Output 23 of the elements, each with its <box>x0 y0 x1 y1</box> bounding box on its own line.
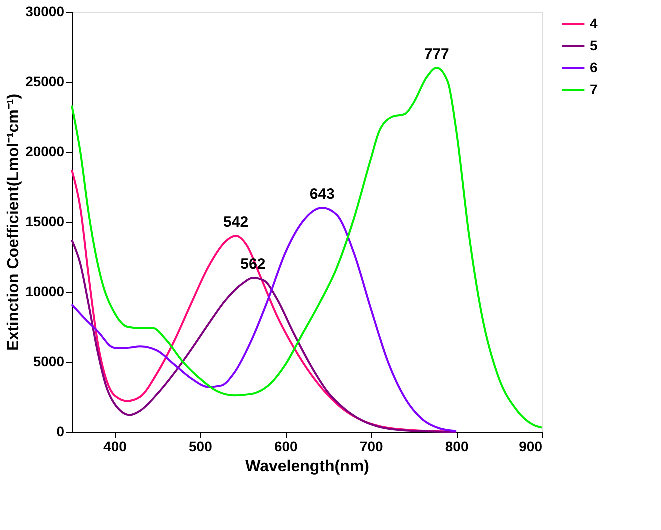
y-tick-label: 20000 <box>26 144 65 160</box>
annotation: 777 <box>424 46 450 63</box>
x-tick-label: 600 <box>274 438 298 454</box>
y-tick-label: 0 <box>56 424 65 440</box>
y-tick-label: 15000 <box>26 214 65 230</box>
annotation: 542 <box>224 214 249 231</box>
x-tick-label: 900 <box>519 438 543 454</box>
legend-label: 5 <box>590 38 598 54</box>
y-tick-label: 5000 <box>33 354 65 370</box>
x-tick-label: 800 <box>445 438 469 454</box>
legend-label: 4 <box>590 16 598 32</box>
y-axis-title: Extinction Coefficient(Lmol⁻¹cm⁻¹) <box>6 94 23 352</box>
y-tick-label: 25000 <box>26 74 65 90</box>
x-tick-label: 700 <box>360 438 384 454</box>
legend-label: 7 <box>590 82 598 98</box>
y-tick-label: 30000 <box>26 4 65 20</box>
annotation: 643 <box>310 186 335 203</box>
legend-label: 6 <box>590 60 598 76</box>
line-series <box>71 67 543 429</box>
y-tick-label: 10000 <box>26 284 65 300</box>
x-tick-label: 400 <box>104 438 128 454</box>
x-axis-title: Wavelength(nm) <box>246 458 370 476</box>
x-tick-label: 500 <box>189 438 213 454</box>
